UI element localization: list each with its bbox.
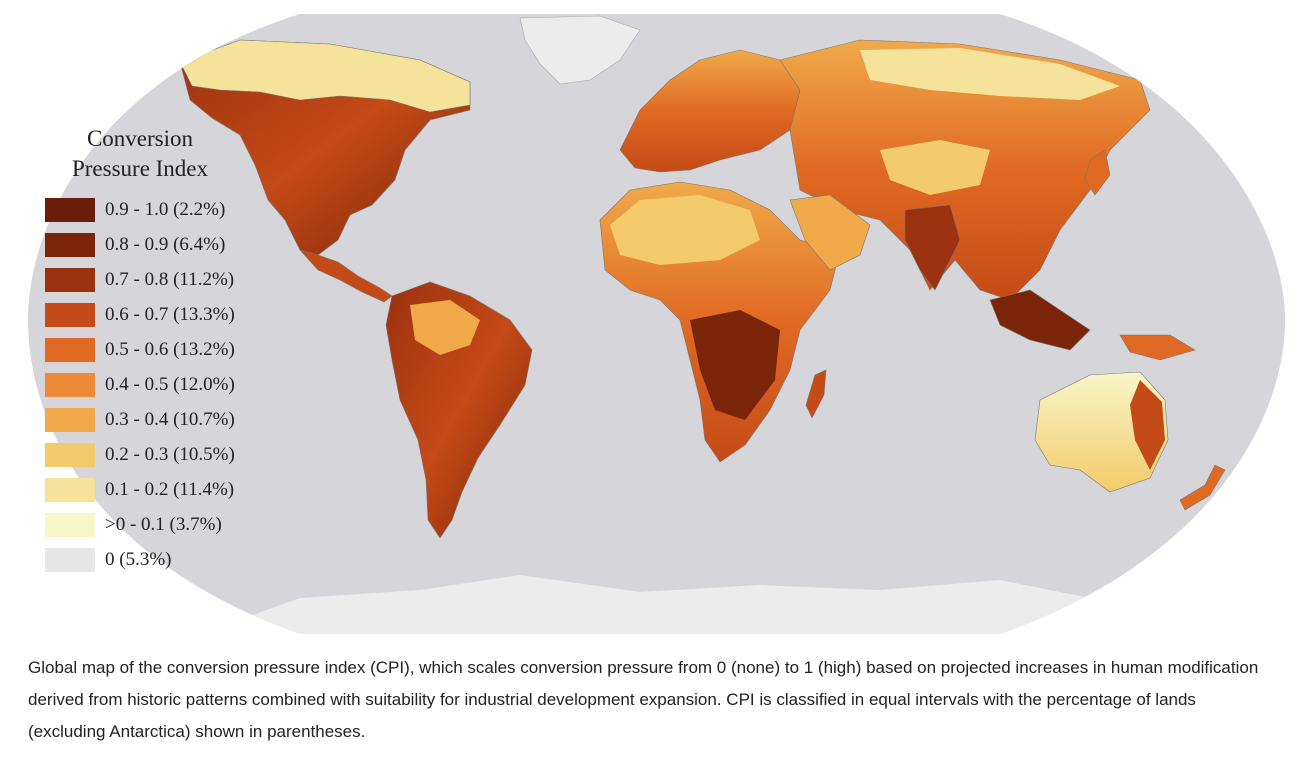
map-figure: Conversion Pressure Index 0.9 - 1.0 (2.2…: [28, 14, 1285, 634]
legend-rows: 0.9 - 1.0 (2.2%) 0.8 - 0.9 (6.4%) 0.7 - 0.…: [40, 192, 300, 577]
siberia: [860, 48, 1120, 100]
legend-item: 0.2 - 0.3 (10.5%): [40, 437, 300, 472]
legend-item: 0.5 - 0.6 (13.2%): [40, 332, 300, 367]
legend-label: 0.1 - 0.2 (11.4%): [105, 478, 235, 500]
legend-item: >0 - 0.1 (3.7%): [40, 507, 300, 542]
legend-item: 0.8 - 0.9 (6.4%): [40, 227, 300, 262]
legend-title: Conversion Pressure Index: [40, 124, 240, 184]
new-zealand: [1179, 464, 1226, 511]
legend-item: 0 (5.3%): [40, 542, 300, 577]
legend-item: 0.6 - 0.7 (13.3%): [40, 297, 300, 332]
legend-title-line1: Conversion: [86, 126, 194, 151]
amazon-region: [410, 300, 480, 355]
madagascar: [805, 369, 827, 419]
legend-swatch: [45, 547, 95, 572]
legend-swatch: [45, 477, 95, 502]
antarctica: [200, 575, 1150, 634]
legend-swatch: [45, 302, 95, 327]
legend-label: 0.8 - 0.9 (6.4%): [105, 233, 226, 255]
legend-label: 0.6 - 0.7 (13.3%): [105, 303, 235, 325]
india: [904, 204, 961, 291]
world-map: [28, 14, 1285, 634]
central-asia-desert: [880, 140, 990, 195]
legend-label: >0 - 0.1 (3.7%): [105, 513, 222, 535]
legend-swatch: [45, 372, 95, 397]
central-africa: [690, 310, 780, 420]
legend-label: 0 (5.3%): [105, 548, 172, 570]
legend-label: 0.4 - 0.5 (12.0%): [105, 373, 235, 395]
legend-label: 0.5 - 0.6 (13.2%): [105, 338, 235, 360]
legend-label: 0.3 - 0.4 (10.7%): [105, 408, 235, 430]
legend-item: 0.1 - 0.2 (11.4%): [40, 472, 300, 507]
new-guinea: [1119, 334, 1196, 361]
legend-label: 0.7 - 0.8 (11.2%): [105, 268, 235, 290]
legend-swatch: [45, 267, 95, 292]
figure-caption: Global map of the conversion pressure in…: [28, 658, 1259, 741]
legend-item: 0.7 - 0.8 (11.2%): [40, 262, 300, 297]
legend-swatch: [45, 197, 95, 222]
legend-label: 0.2 - 0.3 (10.5%): [105, 443, 235, 465]
australia-east: [1130, 380, 1165, 470]
legend-item: 0.4 - 0.5 (12.0%): [40, 367, 300, 402]
greenland: [519, 15, 641, 85]
japan: [1084, 149, 1111, 196]
southeast-asia: [989, 289, 1091, 351]
legend-swatch: [45, 407, 95, 432]
south-america: [385, 281, 533, 539]
legend-swatch: [45, 442, 95, 467]
legend-title-line2: Pressure Index: [71, 156, 209, 181]
canada-north: [179, 39, 471, 113]
legend-item: 0.3 - 0.4 (10.7%): [40, 402, 300, 437]
arabia: [789, 194, 871, 271]
legend-swatch: [45, 232, 95, 257]
legend-item: 0.9 - 1.0 (2.2%): [40, 192, 300, 227]
legend-swatch: [45, 337, 95, 362]
legend-label: 0.9 - 1.0 (2.2%): [105, 198, 226, 220]
legend: Conversion Pressure Index 0.9 - 1.0 (2.2…: [40, 124, 300, 577]
legend-swatch: [45, 512, 95, 537]
sahara: [610, 195, 760, 265]
